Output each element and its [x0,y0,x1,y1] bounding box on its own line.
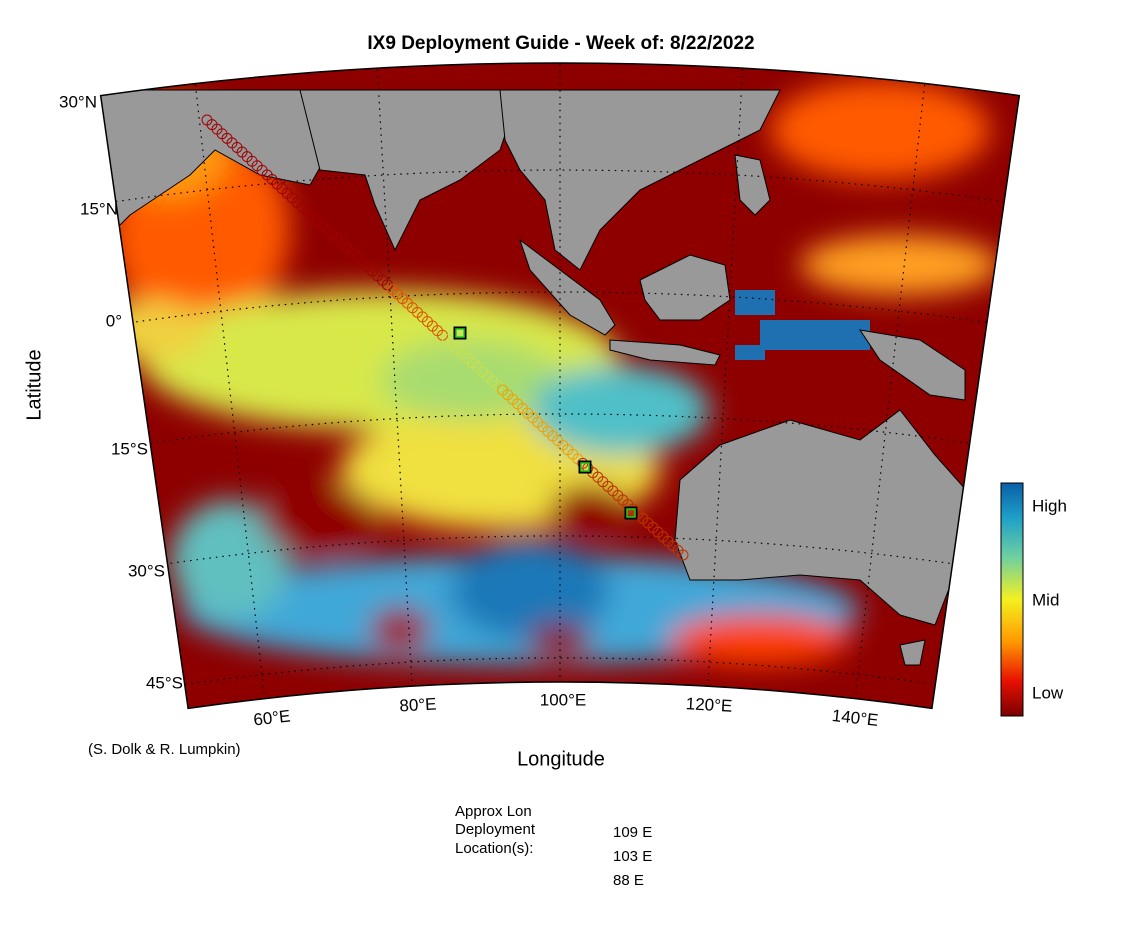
parallel [100,413,1020,456]
deployment-marker-inner [626,508,636,518]
ship-track [201,114,689,561]
deployment-location: 103 E [613,848,652,865]
colorbar-label: Low [1032,683,1064,702]
track-point [677,549,689,561]
latitude-label: 15°N [80,199,118,218]
deployment-location: 109 E [613,824,652,841]
title: IX9 Deployment Guide - Week of: 8/22/202… [367,33,754,54]
longitude-label: 60°E [252,706,291,729]
deployment-heading: Approx Lon [455,803,532,820]
credit: (S. Dolk & R. Lumpkin) [88,741,241,758]
longitude-label: 100°E [540,690,587,709]
deployment-heading: Deployment [455,821,536,838]
latitude-label: 0° [106,311,122,330]
colorbar-label: High [1032,496,1067,515]
map-field [100,62,1020,709]
deployment-marker-inner [455,328,465,338]
longitude-label: 80°E [399,694,437,715]
y-axis-label: Latitude [23,349,45,420]
parallel [100,169,1020,216]
deployment-marker-inner [580,462,590,472]
colorbar-label: Mid [1032,590,1059,609]
latitude-label: 45°S [146,673,183,692]
longitude-label: 140°E [831,706,879,730]
x-axis-label: Longitude [517,748,605,770]
deployment-location: 88 E [613,872,644,889]
deployment-marker [624,506,638,520]
latitude-label: 30°S [128,561,165,580]
latitude-label: 15°S [111,439,148,458]
map-frame [99,62,1021,710]
deployment-marker [578,460,592,474]
longitude-label: 120°E [685,694,733,716]
deployment-heading: Location(s): [455,840,533,857]
latitude-label: 30°N [59,92,97,111]
colorbar [1000,482,1024,717]
parallel [100,535,1020,576]
deployment-marker [453,326,467,340]
